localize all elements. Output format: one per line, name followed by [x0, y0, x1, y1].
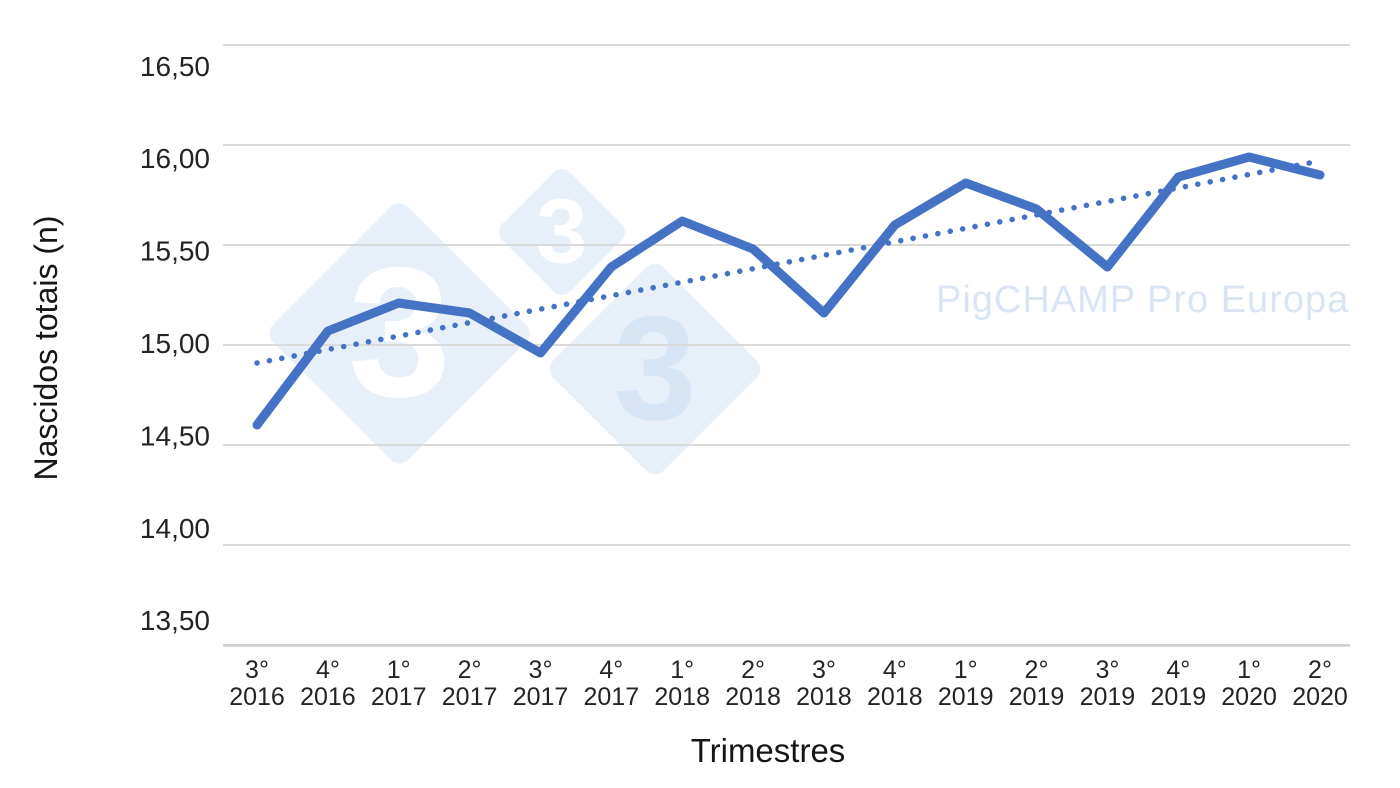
x-tick-label-quarter: 1° — [1237, 656, 1261, 684]
x-tick-label-year: 2017 — [583, 683, 639, 711]
x-tick-label-year: 2020 — [1221, 683, 1277, 711]
x-tick-label-year: 2018 — [867, 683, 923, 711]
y-axis-title: Nascidos totais (n) — [28, 215, 64, 481]
x-tick-label-year: 2019 — [938, 683, 994, 711]
x-tick-label-quarter: 4° — [599, 656, 623, 684]
x-tick-label-quarter: 4° — [883, 656, 907, 684]
x-tick-label-year: 2019 — [1009, 683, 1065, 711]
x-tick-label-year: 2016 — [300, 683, 356, 711]
x-axis-title: Trimestres — [690, 732, 846, 769]
x-tick-label-year: 2016 — [229, 683, 285, 711]
y-tick-label: 16,50 — [140, 51, 210, 82]
x-tick-label-quarter: 3° — [529, 656, 553, 684]
x-tick-label-quarter: 2° — [1308, 656, 1332, 684]
x-tick-label-year: 2018 — [796, 683, 852, 711]
x-tick-label-quarter: 1° — [670, 656, 694, 684]
x-tick-label-quarter: 4° — [1166, 656, 1190, 684]
x-tick-label-quarter: 3° — [1095, 656, 1119, 684]
x-tick-label-year: 2017 — [442, 683, 498, 711]
x-tick-label-year: 2017 — [371, 683, 427, 711]
x-tick-label-year: 2018 — [725, 683, 781, 711]
x-tick-label-quarter: 1° — [954, 656, 978, 684]
y-tick-label: 16,00 — [140, 143, 210, 174]
x-tick-label-year: 2019 — [1150, 683, 1206, 711]
trend-line — [254, 158, 1323, 366]
x-tick-label-quarter: 4° — [316, 656, 340, 684]
x-tick-label-year: 2017 — [513, 683, 569, 711]
x-tick-label-quarter: 3° — [812, 656, 836, 684]
x-tick-label-quarter: 2° — [1025, 656, 1049, 684]
x-tick-label-year: 2018 — [654, 683, 710, 711]
x-tick-label-year: 2019 — [1080, 683, 1136, 711]
y-tick-label: 13,50 — [140, 605, 210, 636]
y-tick-label: 15,00 — [140, 328, 210, 359]
y-tick-label: 14,00 — [140, 513, 210, 544]
watermark-text: PigCHAMP Pro Europa — [936, 279, 1350, 321]
x-tick-label-quarter: 3° — [245, 656, 269, 684]
y-tick-label: 15,50 — [140, 236, 210, 267]
y-tick-label: 14,50 — [140, 420, 210, 451]
x-tick-label-quarter: 2° — [741, 656, 765, 684]
x-tick-label-year: 2020 — [1292, 683, 1348, 711]
x-tick-label-quarter: 2° — [458, 656, 482, 684]
x-tick-label-quarter: 1° — [387, 656, 411, 684]
series-line — [252, 152, 1325, 430]
